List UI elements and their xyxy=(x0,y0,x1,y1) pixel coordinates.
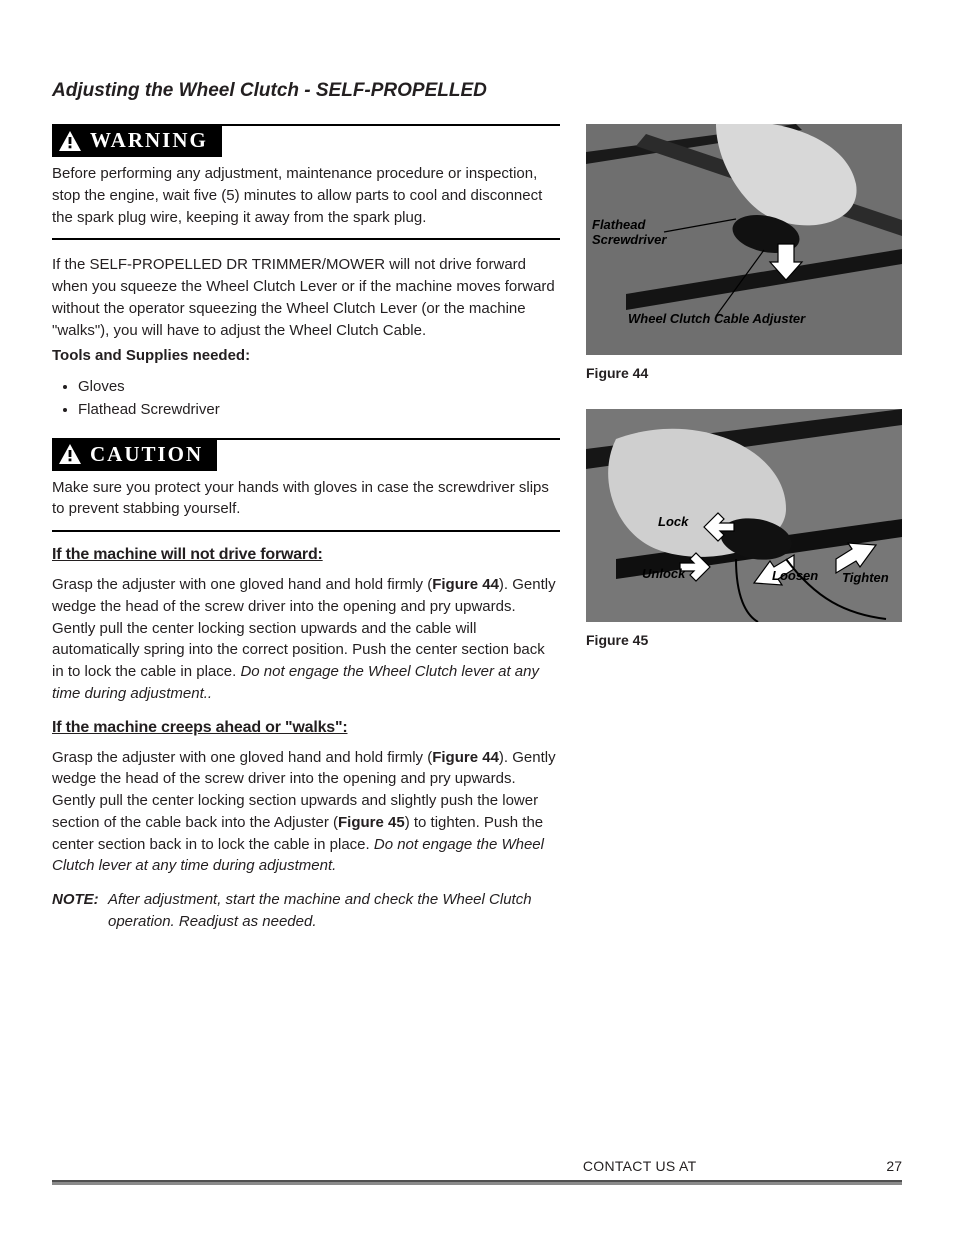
warning-body: Before performing any adjustment, mainte… xyxy=(52,157,560,238)
caution-label: CAUTION xyxy=(90,442,203,467)
list-item: Flathead Screwdriver xyxy=(78,398,560,421)
figure-45-svg xyxy=(586,409,902,622)
footer-line: CONTACT US AT 27 xyxy=(52,1158,902,1180)
intro-paragraph: If the SELF-PROPELLED DR TRIMMER/MOWER w… xyxy=(52,254,560,341)
fig45-label-loosen: Loosen xyxy=(772,569,818,584)
figure-44-caption: Figure 44 xyxy=(586,365,902,381)
content-columns: WARNING Before performing any adjustment… xyxy=(52,124,902,933)
figure-44-image: Flathead Screwdriver Wheel Clutch Cable … xyxy=(586,124,902,355)
page-number: 27 xyxy=(886,1158,902,1174)
note-row: NOTE: After adjustment, start the machin… xyxy=(52,889,560,933)
warning-badge: WARNING xyxy=(52,124,222,157)
figure-45-caption: Figure 45 xyxy=(586,632,902,648)
text-run: Grasp the adjuster with one gloved hand … xyxy=(52,576,432,593)
page-footer: CONTACT US AT 27 xyxy=(52,1158,902,1185)
warning-icon xyxy=(58,130,82,152)
note-text: After adjustment, start the machine and … xyxy=(108,889,560,933)
caution-icon xyxy=(58,443,82,465)
figure-45-image: Lock Unlock Loosen Tighten xyxy=(586,409,902,622)
fig44-label-screwdriver: Flathead Screwdriver xyxy=(592,218,672,248)
caution-body: Make sure you protect your hands with gl… xyxy=(52,471,560,531)
fig44-label-adjuster: Wheel Clutch Cable Adjuster xyxy=(628,312,808,327)
warning-label: WARNING xyxy=(90,128,208,153)
warning-box: WARNING Before performing any adjustment… xyxy=(52,124,560,240)
figure-ref: Figure 44 xyxy=(432,749,499,766)
fig45-label-unlock: Unlock xyxy=(642,567,685,582)
list-item: Gloves xyxy=(78,375,560,398)
fig45-label-lock: Lock xyxy=(658,515,688,530)
figure-ref: Figure 44 xyxy=(432,576,499,593)
footer-bar xyxy=(52,1180,902,1185)
tools-label: Tools and Supplies needed: xyxy=(52,345,560,367)
fig45-label-tighten: Tighten xyxy=(842,571,889,586)
figure-ref: Figure 45 xyxy=(338,814,405,831)
caution-badge: CAUTION xyxy=(52,438,217,471)
text-run: Grasp the adjuster with one gloved hand … xyxy=(52,749,432,766)
section1-paragraph: Grasp the adjuster with one gloved hand … xyxy=(52,574,560,705)
caution-box: CAUTION Make sure you protect your hands… xyxy=(52,438,560,533)
section2-heading: If the machine creeps ahead or "walks": xyxy=(52,719,560,737)
page-title: Adjusting the Wheel Clutch - SELF-PROPEL… xyxy=(52,80,902,102)
note-label: NOTE: xyxy=(52,889,108,933)
right-column: Flathead Screwdriver Wheel Clutch Cable … xyxy=(586,124,902,933)
section1-heading: If the machine will not drive forward: xyxy=(52,546,560,564)
tools-list: Gloves Flathead Screwdriver xyxy=(74,375,560,422)
left-column: WARNING Before performing any adjustment… xyxy=(52,124,560,933)
footer-contact: CONTACT US AT xyxy=(583,1158,697,1174)
section2-paragraph: Grasp the adjuster with one gloved hand … xyxy=(52,747,560,878)
